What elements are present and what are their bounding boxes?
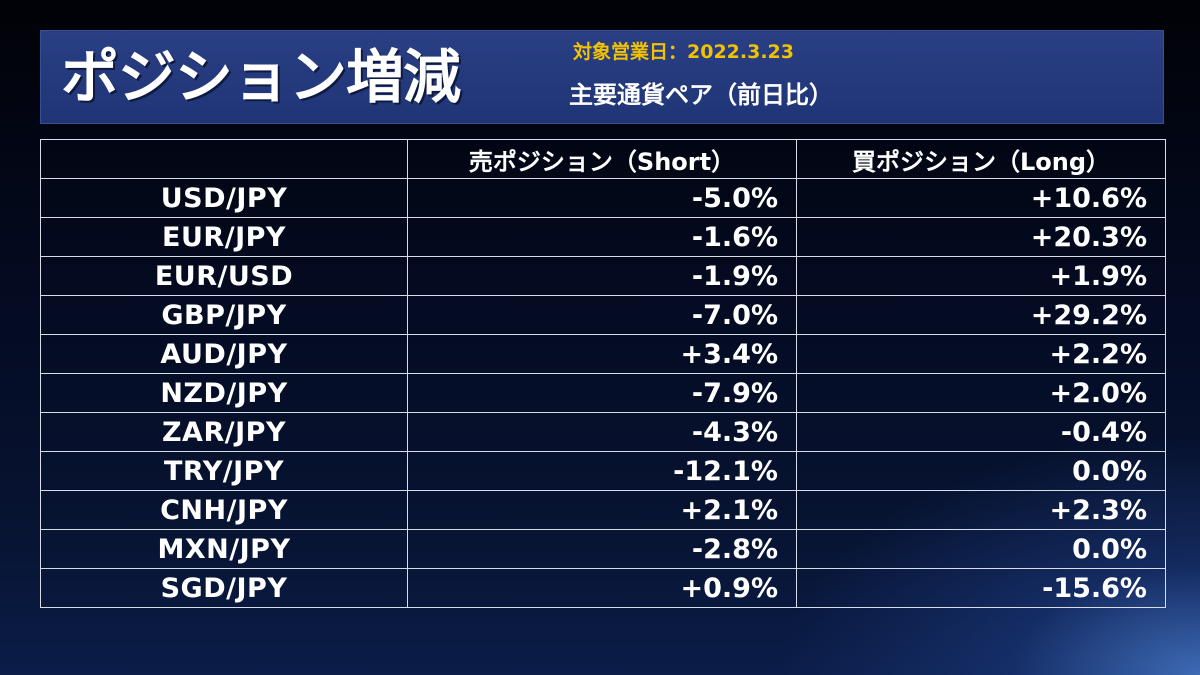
- column-header-short: 売ポジション（Short）: [407, 139, 797, 179]
- pair-cell: GBP/JPY: [40, 295, 408, 335]
- table-row: AUD/JPY +3.4% +2.2%: [40, 334, 1166, 374]
- long-change-cell: -0.4%: [796, 412, 1166, 452]
- short-change-cell: -7.9%: [407, 373, 797, 413]
- short-change-cell: -1.9%: [407, 256, 797, 296]
- long-change-cell: +29.2%: [796, 295, 1166, 335]
- pair-cell: EUR/JPY: [40, 217, 408, 257]
- title-bar: ポジション増減 対象営業日：2022.3.23 主要通貨ペア（前日比）: [40, 30, 1164, 124]
- table-row: EUR/JPY -1.6% +20.3%: [40, 217, 1166, 257]
- pair-cell: SGD/JPY: [40, 568, 408, 608]
- page-title: ポジション増減: [61, 43, 461, 111]
- long-change-cell: +10.6%: [796, 178, 1166, 218]
- table-row: USD/JPY -5.0% +10.6%: [40, 178, 1166, 218]
- table-row: CNH/JPY +2.1% +2.3%: [40, 490, 1166, 530]
- long-change-cell: 0.0%: [796, 451, 1166, 491]
- pair-cell: AUD/JPY: [40, 334, 408, 374]
- pair-cell: MXN/JPY: [40, 529, 408, 569]
- long-change-cell: +1.9%: [796, 256, 1166, 296]
- short-change-cell: -4.3%: [407, 412, 797, 452]
- column-header-pair: [40, 139, 408, 179]
- pair-cell: USD/JPY: [40, 178, 408, 218]
- table-row: MXN/JPY -2.8% 0.0%: [40, 529, 1166, 569]
- business-date: 対象営業日：2022.3.23: [573, 41, 794, 63]
- short-change-cell: -5.0%: [407, 178, 797, 218]
- table-row: ZAR/JPY -4.3% -0.4%: [40, 412, 1166, 452]
- long-change-cell: +2.3%: [796, 490, 1166, 530]
- short-change-cell: +3.4%: [407, 334, 797, 374]
- short-change-cell: +2.1%: [407, 490, 797, 530]
- short-change-cell: -7.0%: [407, 295, 797, 335]
- table-row: NZD/JPY -7.9% +2.0%: [40, 373, 1166, 413]
- long-change-cell: +2.0%: [796, 373, 1166, 413]
- pair-cell: TRY/JPY: [40, 451, 408, 491]
- page-subtitle: 主要通貨ペア（前日比）: [569, 81, 833, 109]
- table-row: EUR/USD -1.9% +1.9%: [40, 256, 1166, 296]
- pair-cell: NZD/JPY: [40, 373, 408, 413]
- long-change-cell: +20.3%: [796, 217, 1166, 257]
- pair-cell: EUR/USD: [40, 256, 408, 296]
- pair-cell: ZAR/JPY: [40, 412, 408, 452]
- table-header-row: 売ポジション（Short） 買ポジション（Long）: [40, 139, 1166, 179]
- short-change-cell: -1.6%: [407, 217, 797, 257]
- table-row: SGD/JPY +0.9% -15.6%: [40, 568, 1166, 608]
- long-change-cell: +2.2%: [796, 334, 1166, 374]
- long-change-cell: -15.6%: [796, 568, 1166, 608]
- long-change-cell: 0.0%: [796, 529, 1166, 569]
- short-change-cell: +0.9%: [407, 568, 797, 608]
- short-change-cell: -12.1%: [407, 451, 797, 491]
- short-change-cell: -2.8%: [407, 529, 797, 569]
- position-table: 売ポジション（Short） 買ポジション（Long） USD/JPY -5.0%…: [40, 139, 1166, 608]
- column-header-long: 買ポジション（Long）: [796, 139, 1166, 179]
- table-row: GBP/JPY -7.0% +29.2%: [40, 295, 1166, 335]
- pair-cell: CNH/JPY: [40, 490, 408, 530]
- table-row: TRY/JPY -12.1% 0.0%: [40, 451, 1166, 491]
